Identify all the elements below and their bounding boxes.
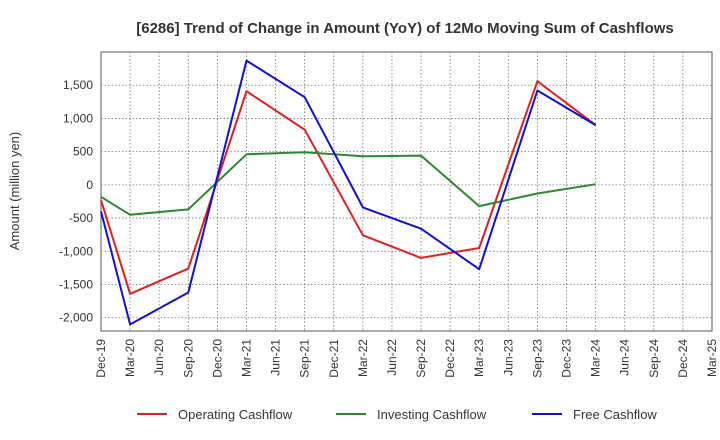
x-tick-label: Dec-24 (676, 339, 690, 378)
y-axis-label: Amount (million yen) (7, 132, 22, 251)
y-tick-label: 1,500 (63, 78, 93, 92)
legend-label: Investing Cashflow (377, 407, 487, 422)
x-tick-label: Mar-21 (239, 339, 253, 377)
x-tick-label: Sep-21 (298, 339, 312, 378)
plot-frame (100, 51, 713, 332)
y-tick-label: 500 (73, 145, 93, 159)
x-tick-label: Mar-20 (123, 339, 137, 377)
x-tick-label: Mar-23 (472, 339, 486, 377)
y-tick-labels: -2,000 -1,500 -1,000 -500 0 500 1,000 1,500 (59, 78, 93, 325)
x-tick-label: Jun-23 (501, 339, 515, 376)
x-tick-label: Jun-22 (385, 339, 399, 376)
chart-title: [6286] Trend of Change in Amount (YoY) o… (136, 20, 674, 37)
x-tick-label: Mar-25 (705, 339, 719, 377)
x-tick-label: Sep-23 (530, 339, 544, 378)
series-layer (100, 59, 597, 326)
x-tick-label: Dec-23 (560, 339, 574, 378)
y-tick-label: -500 (69, 211, 93, 225)
x-tick-label: Sep-20 (181, 339, 195, 378)
x-tick-label: Sep-22 (414, 339, 428, 378)
x-tick-label: Jun-24 (618, 339, 632, 376)
x-tick-label: Mar-24 (589, 339, 603, 377)
grid-layer (100, 51, 713, 332)
x-tick-label: Dec-19 (94, 339, 108, 378)
x-tick-label: Dec-22 (443, 339, 457, 378)
y-tick-label: 1,000 (63, 111, 93, 125)
x-tick-labels: Dec-19 Mar-20 Jun-20 Sep-20 Dec-20 Mar-21 Jun-… (94, 339, 719, 378)
series-line-1 (100, 151, 596, 216)
series-line-0 (100, 80, 597, 295)
legend: Operating Cashflow Investing Cashflow Free… (137, 407, 657, 422)
y-tick-label: -1,500 (59, 278, 93, 292)
y-tick-label: -2,000 (59, 311, 93, 325)
x-tick-label: Mar-22 (356, 339, 370, 377)
y-tick-label: -1,000 (59, 244, 93, 258)
legend-label: Free Cashflow (573, 407, 657, 422)
x-tick-label: Dec-20 (210, 339, 224, 378)
legend-label: Operating Cashflow (178, 407, 293, 422)
x-tick-label: Jun-20 (152, 339, 166, 376)
series-line-2 (100, 59, 597, 326)
x-tick-label: Dec-21 (327, 339, 341, 378)
y-tick-label: 0 (86, 178, 93, 192)
x-tick-label: Sep-24 (647, 339, 661, 378)
x-tick-label: Jun-21 (269, 339, 283, 376)
